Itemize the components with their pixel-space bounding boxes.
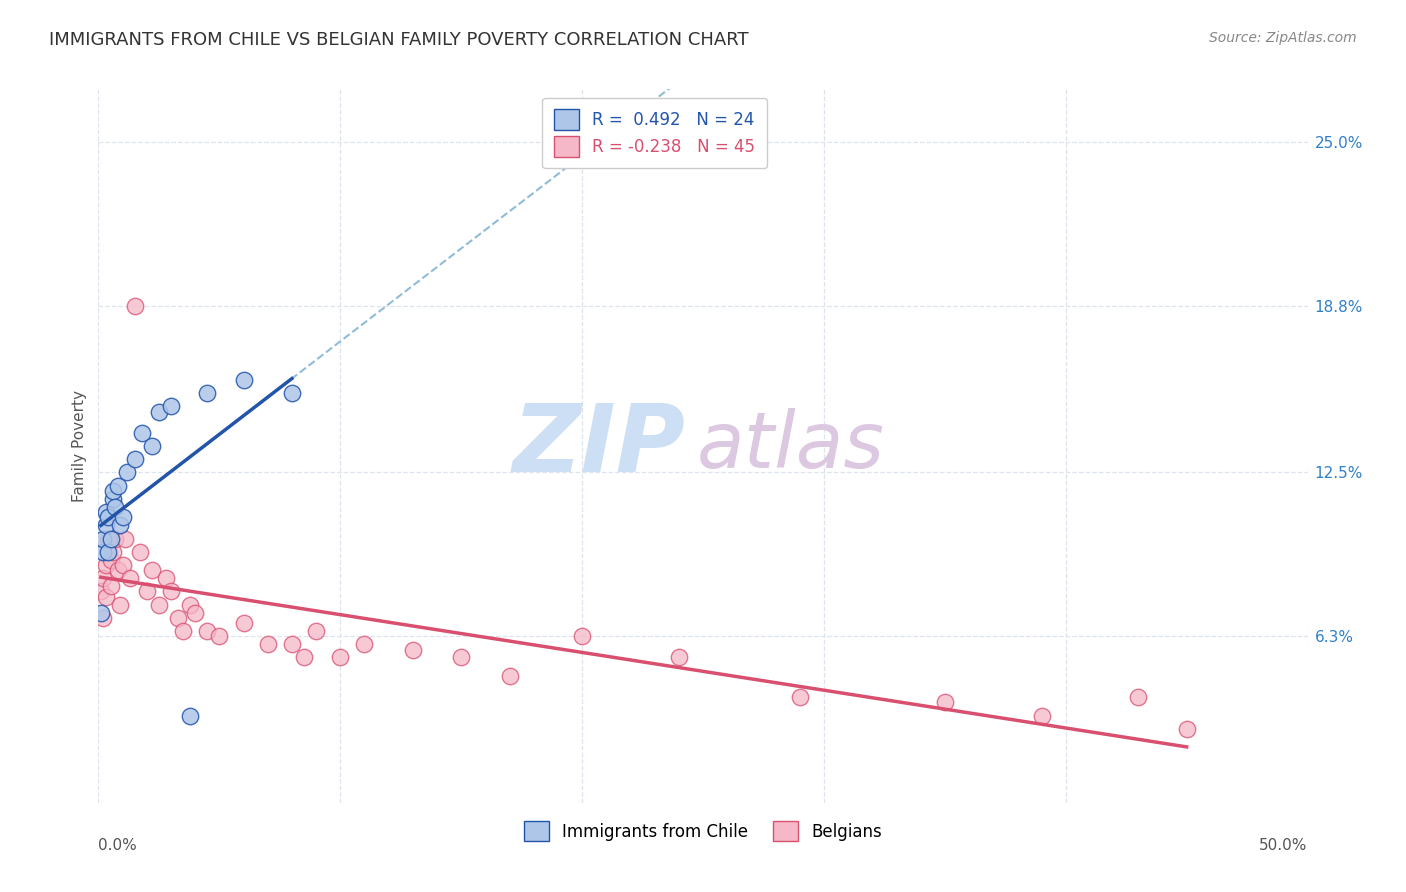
Point	[90, 606, 112, 620]
Point	[118, 571, 141, 585]
Point	[91, 571, 114, 585]
Point	[148, 404, 170, 418]
Point	[167, 611, 190, 625]
Point	[172, 624, 194, 638]
Y-axis label: Family Poverty: Family Poverty	[72, 390, 87, 502]
Point	[135, 584, 157, 599]
Point	[94, 558, 117, 572]
Point	[100, 552, 122, 566]
Point	[141, 439, 163, 453]
Point	[128, 545, 150, 559]
Point	[179, 708, 201, 723]
Point	[111, 558, 134, 572]
Point	[195, 624, 218, 638]
Point	[101, 491, 124, 506]
Point	[101, 483, 124, 498]
Point	[179, 598, 201, 612]
Point	[1175, 722, 1198, 736]
Point	[498, 669, 520, 683]
Point	[111, 510, 134, 524]
Point	[97, 545, 120, 559]
Point	[94, 505, 117, 519]
Point	[1031, 708, 1053, 723]
Point	[329, 650, 352, 665]
Point	[155, 571, 177, 585]
Point	[789, 690, 811, 704]
Point	[184, 606, 207, 620]
Point	[232, 373, 254, 387]
Point	[148, 598, 170, 612]
Point	[108, 518, 131, 533]
Text: 0.0%: 0.0%	[98, 838, 138, 854]
Point	[305, 624, 328, 638]
Point	[1128, 690, 1150, 704]
Point	[934, 695, 956, 709]
Point	[668, 650, 690, 665]
Text: atlas: atlas	[697, 408, 884, 484]
Point	[208, 629, 231, 643]
Point	[94, 590, 117, 604]
Point	[402, 642, 425, 657]
Point	[107, 478, 129, 492]
Point	[124, 452, 146, 467]
Point	[281, 386, 304, 401]
Point	[91, 532, 114, 546]
Point	[281, 637, 304, 651]
Point	[195, 386, 218, 401]
Point	[108, 598, 131, 612]
Point	[160, 400, 183, 414]
Point	[104, 500, 127, 514]
Point	[90, 584, 112, 599]
Text: Source: ZipAtlas.com: Source: ZipAtlas.com	[1209, 31, 1357, 45]
Point	[232, 616, 254, 631]
Point	[124, 299, 146, 313]
Point	[91, 545, 114, 559]
Point	[450, 650, 472, 665]
Text: ZIP: ZIP	[512, 400, 685, 492]
Point	[100, 532, 122, 546]
Legend: Immigrants from Chile, Belgians: Immigrants from Chile, Belgians	[517, 814, 889, 848]
Point	[97, 532, 120, 546]
Point	[256, 637, 278, 651]
Point	[114, 532, 136, 546]
Point	[100, 579, 122, 593]
Point	[104, 532, 127, 546]
Point	[131, 425, 153, 440]
Point	[117, 466, 139, 480]
Point	[101, 545, 124, 559]
Text: IMMIGRANTS FROM CHILE VS BELGIAN FAMILY POVERTY CORRELATION CHART: IMMIGRANTS FROM CHILE VS BELGIAN FAMILY …	[49, 31, 749, 49]
Point	[292, 650, 315, 665]
Point	[160, 584, 183, 599]
Point	[97, 510, 120, 524]
Point	[91, 611, 114, 625]
Point	[107, 563, 129, 577]
Point	[94, 518, 117, 533]
Text: 50.0%: 50.0%	[1260, 838, 1308, 854]
Point	[353, 637, 375, 651]
Point	[141, 563, 163, 577]
Point	[571, 629, 593, 643]
